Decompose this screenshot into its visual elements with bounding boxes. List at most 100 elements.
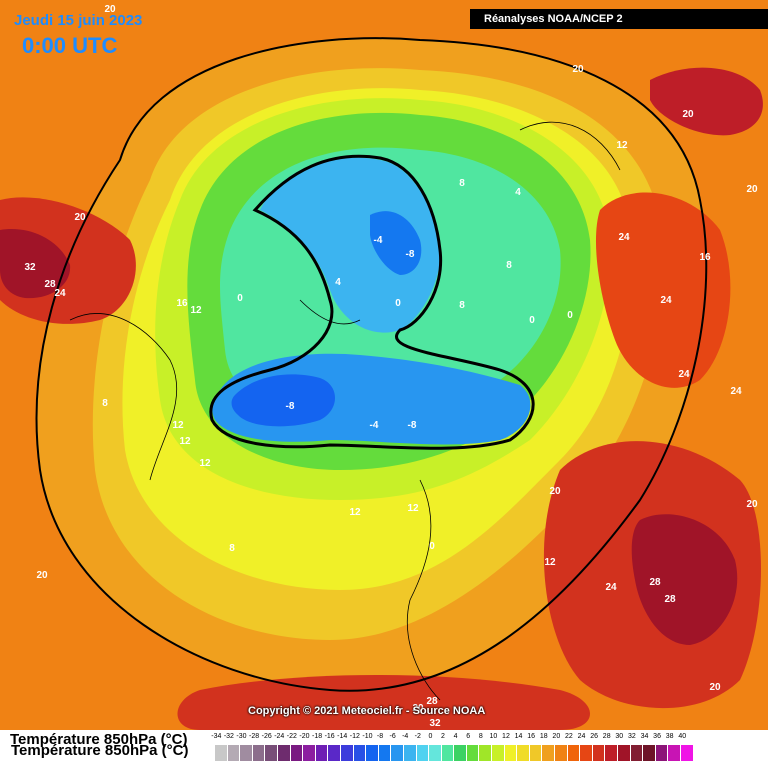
isotherm-label: 28 xyxy=(44,279,56,290)
isotherm-label: 20 xyxy=(74,212,86,223)
time-label: 0:00 UTC xyxy=(22,33,118,58)
legend-swatch xyxy=(517,745,530,761)
isotherm-label: 20 xyxy=(412,703,424,714)
legend-tick-label: 0 xyxy=(428,733,433,740)
isotherm-label: -8 xyxy=(406,249,415,260)
legend-tick-label: 30 xyxy=(615,733,624,740)
isotherm-label: 0 xyxy=(395,298,401,309)
isotherm-label: 20 xyxy=(682,109,694,120)
legend-swatch xyxy=(265,745,278,761)
isotherm-label: 20 xyxy=(549,486,561,497)
legend-tick-label: 28 xyxy=(602,733,611,740)
cold-core-greenland-deep xyxy=(231,374,335,427)
legend-tick-label: 32 xyxy=(627,733,636,740)
isotherm-label: 20 xyxy=(572,64,584,75)
isotherm-label: 32 xyxy=(429,718,441,729)
legend-swatch xyxy=(277,745,291,761)
isotherm-label: -8 xyxy=(286,401,295,412)
isotherm-label: 4 xyxy=(515,187,521,198)
legend-tick-label: 24 xyxy=(577,733,586,740)
legend-swatch xyxy=(290,745,304,761)
legend-swatch xyxy=(227,745,241,761)
isotherm-label: 24 xyxy=(678,369,690,380)
legend-swatch xyxy=(215,745,228,761)
legend-tick-label: -24 xyxy=(274,733,285,740)
isotherm-label: 0 xyxy=(237,293,243,304)
legend-swatch xyxy=(303,745,316,761)
legend-tick-label: -18 xyxy=(311,733,323,740)
legend-tick-label: -10 xyxy=(362,733,373,740)
legend-swatch xyxy=(492,745,505,761)
legend-swatch xyxy=(353,745,367,761)
isotherm-label: 12 xyxy=(172,420,184,431)
hot-region-america-core xyxy=(0,229,71,299)
legend-tick-label: -12 xyxy=(349,733,360,740)
legend-swatch xyxy=(429,745,442,761)
isotherm-label: 24 xyxy=(730,386,742,397)
legend-swatch xyxy=(340,745,354,761)
legend-color-bar xyxy=(215,745,694,761)
legend-swatch xyxy=(403,745,417,761)
legend-tick-label: 26 xyxy=(590,733,598,740)
legend-swatch xyxy=(580,745,593,761)
isotherm-label: 0 xyxy=(567,310,573,321)
isotherm-label: 12 xyxy=(407,503,419,514)
isotherm-label: 32 xyxy=(24,262,36,273)
source-label: Réanalyses NOAA/NCEP 2 xyxy=(470,9,768,29)
legend-ticks: -34 -32 -30 -28 -26 -24 -22 -20 -18 -16 -14 -12 -10-… xyxy=(210,733,689,744)
isotherm-label: 20 xyxy=(709,682,721,693)
legend-swatch xyxy=(630,745,644,761)
isotherm-label: 12 xyxy=(190,305,202,316)
isotherm-label: 20 xyxy=(104,4,116,15)
date-label: Jeudi 15 juin 2023 xyxy=(14,12,143,29)
legend-tick-label: 2 xyxy=(441,733,445,740)
legend-swatch xyxy=(555,745,568,761)
isotherm-label: 0 xyxy=(529,315,535,326)
legend-swatch xyxy=(618,745,631,761)
legend-swatch xyxy=(416,745,430,761)
legend-tick-label: 22 xyxy=(565,733,573,740)
legend-tick-label: -6 xyxy=(389,733,396,740)
legend-tick-label: -20 xyxy=(299,733,310,740)
isotherm-label: 16 xyxy=(699,252,711,263)
legend-swatch xyxy=(454,745,467,761)
legend-tick-label: -14 xyxy=(337,733,348,740)
legend-tick-label: -2 xyxy=(414,733,421,740)
legend-swatch xyxy=(466,745,480,761)
legend-swatch xyxy=(643,745,656,761)
hot-region-south xyxy=(177,675,590,730)
legend-swatch xyxy=(315,745,329,761)
isotherm-label: 8 xyxy=(102,398,108,409)
isotherm-label: 12 xyxy=(349,507,361,518)
isotherm-label: 4 xyxy=(335,277,341,288)
isotherm-label: 28 xyxy=(426,696,438,707)
isotherm-label: 20 xyxy=(36,570,48,581)
legend-tick-label: 6 xyxy=(466,733,471,740)
cold-core-siberia-deep xyxy=(370,211,422,275)
isotherm-label: 8 xyxy=(506,260,512,271)
isotherm-label: 24 xyxy=(54,288,66,299)
isotherm-label: -4 xyxy=(370,420,379,431)
legend-tick-label: 4 xyxy=(453,733,458,740)
legend-tick-label: 38 xyxy=(665,733,674,740)
legend-tick-label: 18 xyxy=(539,733,548,740)
isotherm-20 xyxy=(35,37,708,692)
legend-swatch xyxy=(567,745,581,761)
legend-swatch xyxy=(592,745,606,761)
legend-swatch xyxy=(542,745,556,761)
legend-swatch xyxy=(252,745,266,761)
isotherm-label: 16 xyxy=(176,298,188,309)
isotherm-label: 20 xyxy=(746,184,758,195)
legend-swatch xyxy=(605,745,618,761)
isotherm-label: 20 xyxy=(746,499,758,510)
coastline xyxy=(69,121,621,701)
isotherm-label: 12 xyxy=(616,140,628,151)
isotherm-label: 24 xyxy=(660,295,672,306)
legend-tick-label: 16 xyxy=(527,733,536,740)
isotherm-label: 12 xyxy=(179,436,191,447)
isotherm-label: -8 xyxy=(408,420,417,431)
legend-swatch xyxy=(668,745,681,761)
legend-swatch xyxy=(655,745,669,761)
isotherm-label: -4 xyxy=(374,235,383,246)
